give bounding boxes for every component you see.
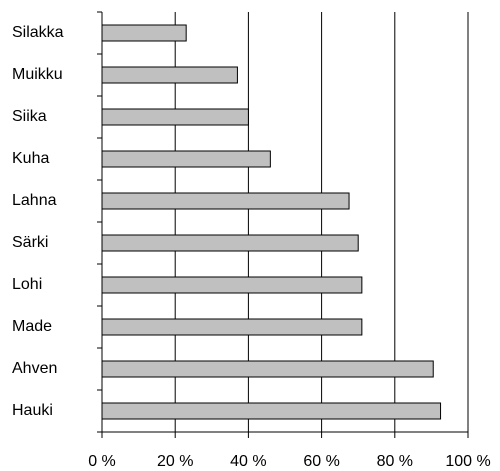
- y-tick-label: Ahven: [12, 360, 57, 377]
- x-tick-label: 80 %: [377, 453, 413, 470]
- bar: [101, 318, 363, 336]
- bar: [101, 66, 238, 84]
- y-tick-label: Made: [12, 318, 52, 335]
- x-tick-label: 100 %: [445, 453, 490, 470]
- bar: [101, 150, 271, 168]
- x-tick-label: 60 %: [303, 453, 339, 470]
- y-tick-label: Särki: [12, 234, 48, 251]
- bar: [101, 402, 442, 420]
- bar: [101, 108, 249, 126]
- bar: [101, 192, 350, 210]
- y-tick-label: Silakka: [12, 24, 64, 41]
- bar: [101, 24, 187, 42]
- x-tick-label: 20 %: [157, 453, 193, 470]
- y-tick-label: Kuha: [12, 150, 49, 167]
- bar: [101, 234, 359, 252]
- bar: [101, 276, 363, 294]
- y-tick-label: Lohi: [12, 276, 42, 293]
- y-tick-label: Siika: [12, 108, 47, 125]
- y-tick-label: Muikku: [12, 66, 63, 83]
- x-tick-label: 0 %: [88, 453, 116, 470]
- bar: [101, 360, 434, 378]
- y-tick-label: Lahna: [12, 192, 57, 209]
- y-tick-label: Hauki: [12, 402, 53, 419]
- x-tick-label: 40 %: [230, 453, 266, 470]
